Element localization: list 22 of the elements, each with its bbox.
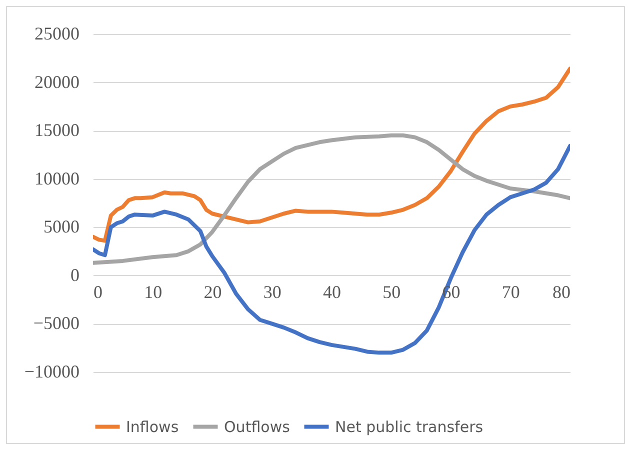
- y-tick-label: 5000: [44, 216, 80, 237]
- x-tick-label: 20: [204, 282, 222, 302]
- y-tick-label: 25000: [34, 24, 80, 44]
- legend-label: Outflows: [224, 418, 290, 436]
- x-tick-label: 80: [552, 282, 570, 302]
- line-series: [93, 133, 570, 265]
- x-tick-label: 40: [323, 282, 341, 302]
- x-tick-label: 50: [382, 282, 401, 302]
- y-tick-label: 20000: [34, 72, 80, 92]
- y-tick-label: −5000: [33, 313, 80, 334]
- y-tick-label: 10000: [34, 168, 80, 188]
- y-tick-label: −10000: [24, 362, 80, 382]
- legend-label: Net public transfers: [335, 418, 484, 436]
- x-tick-label: 30: [263, 282, 282, 302]
- y-tick-label: 0: [70, 264, 80, 285]
- line-series: [93, 66, 570, 243]
- x-tick-label: 70: [502, 282, 520, 302]
- x-tick-label: 0: [94, 282, 102, 302]
- x-tick-label: 10: [144, 282, 162, 302]
- legend-label: Inflows: [126, 418, 179, 436]
- line-series: [93, 144, 570, 355]
- y-tick-label: 15000: [34, 120, 80, 140]
